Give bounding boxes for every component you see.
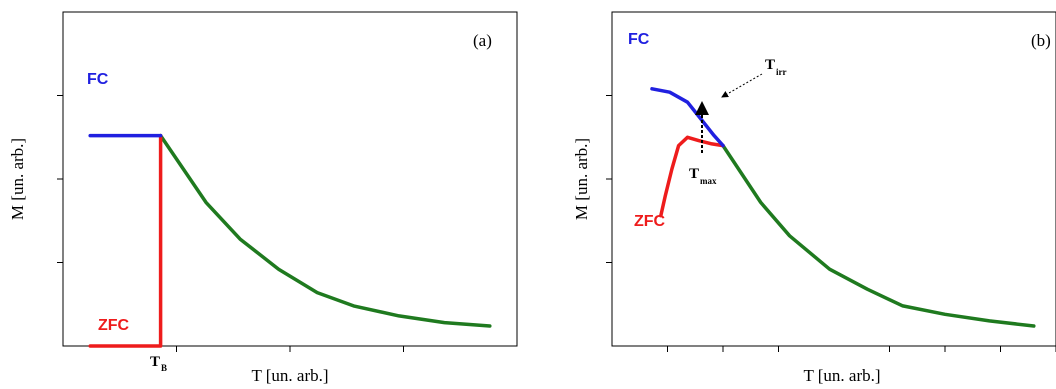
annotation-tmax-main: T	[689, 166, 699, 182]
panel-label-a: (a)	[473, 31, 492, 50]
series-line-common-b	[721, 143, 1036, 328]
x-axis-label-a: T [un. arb.]	[251, 366, 328, 385]
annotation-tirr-sub: irr	[776, 67, 787, 77]
plot-frame-b	[611, 11, 1056, 347]
annotation-tb-sub: B	[161, 363, 167, 373]
series-line-common-a	[158, 133, 492, 328]
y-axis-label-a: M [un. arb.]	[8, 138, 27, 220]
series-a	[88, 133, 492, 348]
y-axis-label-b: M [un. arb.]	[572, 138, 591, 220]
legend-label-zfc-a: ZFC	[98, 317, 130, 334]
annotation-tmax-sub: max	[700, 176, 717, 186]
x-axis-label-b: T [un. arb.]	[803, 366, 880, 385]
chart-panel-a: (a) M [un. arb.] T [un. arb.] FC ZFC T B	[8, 11, 518, 385]
annotation-tirr-arrow	[721, 73, 763, 98]
panel-label-b: (b)	[1031, 31, 1051, 50]
ticks-a	[57, 95, 404, 352]
annotation-tb-main: T	[150, 354, 160, 370]
chart-panel-b: (b) M [un. arb.] T [un. arb.] FC ZFC T i…	[572, 11, 1056, 385]
annotation-tirr-main: T	[765, 57, 775, 73]
series-line-fc-b	[650, 87, 725, 148]
series-line-zfc-b	[659, 135, 725, 218]
annotation-tb: T B	[150, 354, 167, 373]
annotation-tmax: T max	[689, 101, 717, 186]
plot-frame-a	[62, 11, 518, 347]
annotation-tirr: T irr	[721, 57, 787, 98]
series-line-zfc-a	[88, 133, 163, 348]
ticks-b	[606, 95, 1056, 352]
legend-label-zfc-b: ZFC	[634, 213, 666, 230]
legend-label-fc-a: FC	[87, 71, 109, 88]
series-b	[650, 87, 1036, 328]
legend-label-fc-b: FC	[628, 31, 650, 48]
